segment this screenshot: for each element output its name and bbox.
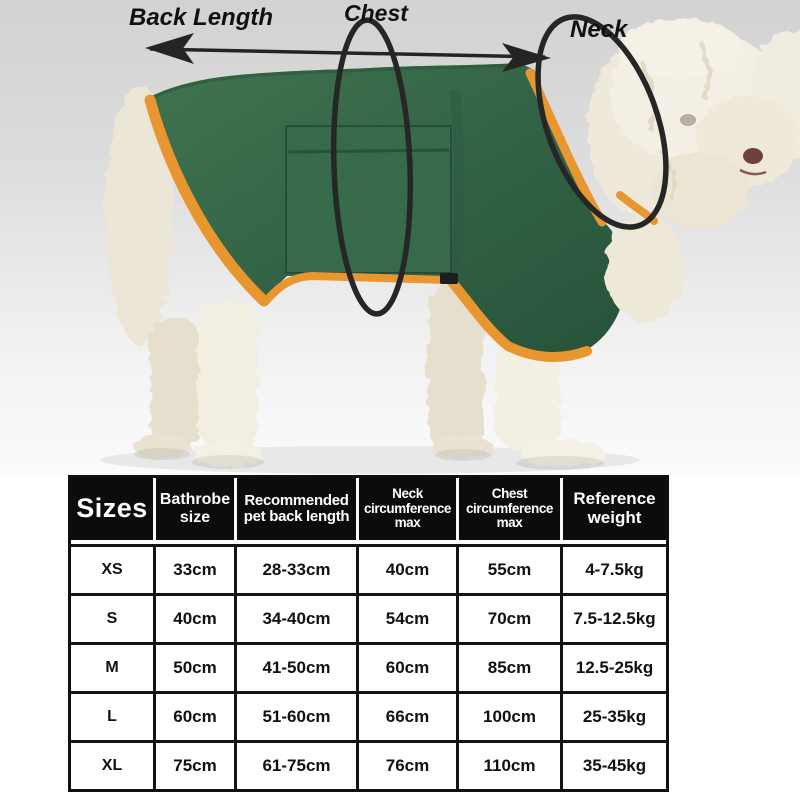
back-length-label: Back Length (129, 4, 274, 31)
cell-neck-max: 66cm (356, 691, 456, 740)
cell-size: M (71, 642, 153, 691)
cell-weight: 12.5-25kg (560, 642, 666, 691)
eye-hint (680, 114, 696, 126)
table-row-m: M 50cm 41-50cm 60cm 85cm 12.5-25kg (71, 642, 666, 691)
paw-shadow (134, 448, 190, 460)
cell-weight: 4-7.5kg (560, 544, 666, 593)
table-header-row: Sizes Bathrobe size Recommended pet back… (71, 478, 666, 544)
cell-size: L (71, 691, 153, 740)
cell-bathrobe-size: 50cm (153, 642, 234, 691)
table-row-xs: XS 33cm 28-33cm 40cm 55cm 4-7.5kg (71, 544, 666, 593)
measurement-annotations (145, 14, 669, 317)
arrowhead-left-icon (145, 33, 194, 64)
col-header-bathrobe-size: Bathrobe size (153, 478, 234, 544)
cell-chest-max: 70cm (456, 593, 560, 642)
col-header-reference-weight: Reference weight (560, 478, 666, 544)
col-header-sizes: Sizes (71, 478, 153, 544)
cell-weight: 35-45kg (560, 740, 666, 789)
back-length-arrow (149, 47, 546, 59)
cell-bathrobe-size: 60cm (153, 691, 234, 740)
cell-bathrobe-size: 40cm (153, 593, 234, 642)
cell-chest-max: 100cm (456, 691, 560, 740)
neck-label: Neck (570, 16, 628, 43)
cell-size: S (71, 593, 153, 642)
chest-label: Chest (344, 0, 408, 26)
col-header-neck-circumference: Neck circumference max (356, 478, 456, 544)
chest-girth-loop (330, 17, 414, 317)
cell-back-length: 41-50cm (234, 642, 356, 691)
dog-head (588, 18, 800, 322)
size-table: Sizes Bathrobe size Recommended pet back… (68, 475, 669, 792)
dog-illustration (0, 0, 800, 475)
paw-shadow (192, 455, 264, 469)
cell-chest-max: 55cm (456, 544, 560, 593)
cell-size: XL (71, 740, 153, 789)
arrowhead-right-icon (502, 43, 551, 72)
cell-neck-max: 76cm (356, 740, 456, 789)
cell-neck-max: 60cm (356, 642, 456, 691)
cell-back-length: 34-40cm (234, 593, 356, 642)
cell-back-length: 61-75cm (234, 740, 356, 789)
dog-legs-and-tail (106, 85, 604, 467)
cell-back-length: 28-33cm (234, 544, 356, 593)
cell-bathrobe-size: 75cm (153, 740, 234, 789)
nose (743, 148, 763, 164)
cell-bathrobe-size: 33cm (153, 544, 234, 593)
robe-crease (450, 89, 465, 269)
cell-neck-max: 54cm (356, 593, 456, 642)
size-table-section: Sizes Bathrobe size Recommended pet back… (68, 475, 669, 800)
cell-back-length: 51-60cm (234, 691, 356, 740)
col-header-back-length: Recommended pet back length (234, 478, 356, 544)
neck-girth-loop (535, 14, 669, 230)
col-header-chest-circumference: Chest circumference max (456, 478, 560, 544)
table-row-l: L 60cm 51-60cm 66cm 100cm 25-35kg (71, 691, 666, 740)
paw-shadow (435, 449, 491, 461)
cell-neck-max: 40cm (356, 544, 456, 593)
dog-bathrobe-photo: Back Length Chest Neck (0, 0, 800, 475)
table-row-s: S 40cm 34-40cm 54cm 70cm 7.5-12.5kg (71, 593, 666, 642)
hem-tab (440, 273, 458, 284)
table-row-xl: XL 75cm 61-75cm 76cm 110cm 35-45kg (71, 740, 666, 789)
cell-chest-max: 85cm (456, 642, 560, 691)
robe-pocket (285, 125, 452, 274)
cell-chest-max: 110cm (456, 740, 560, 789)
cell-weight: 25-35kg (560, 691, 666, 740)
mouth-line (739, 168, 767, 176)
cell-size: XS (71, 544, 153, 593)
cell-weight: 7.5-12.5kg (560, 593, 666, 642)
paw-shadow (516, 456, 604, 470)
